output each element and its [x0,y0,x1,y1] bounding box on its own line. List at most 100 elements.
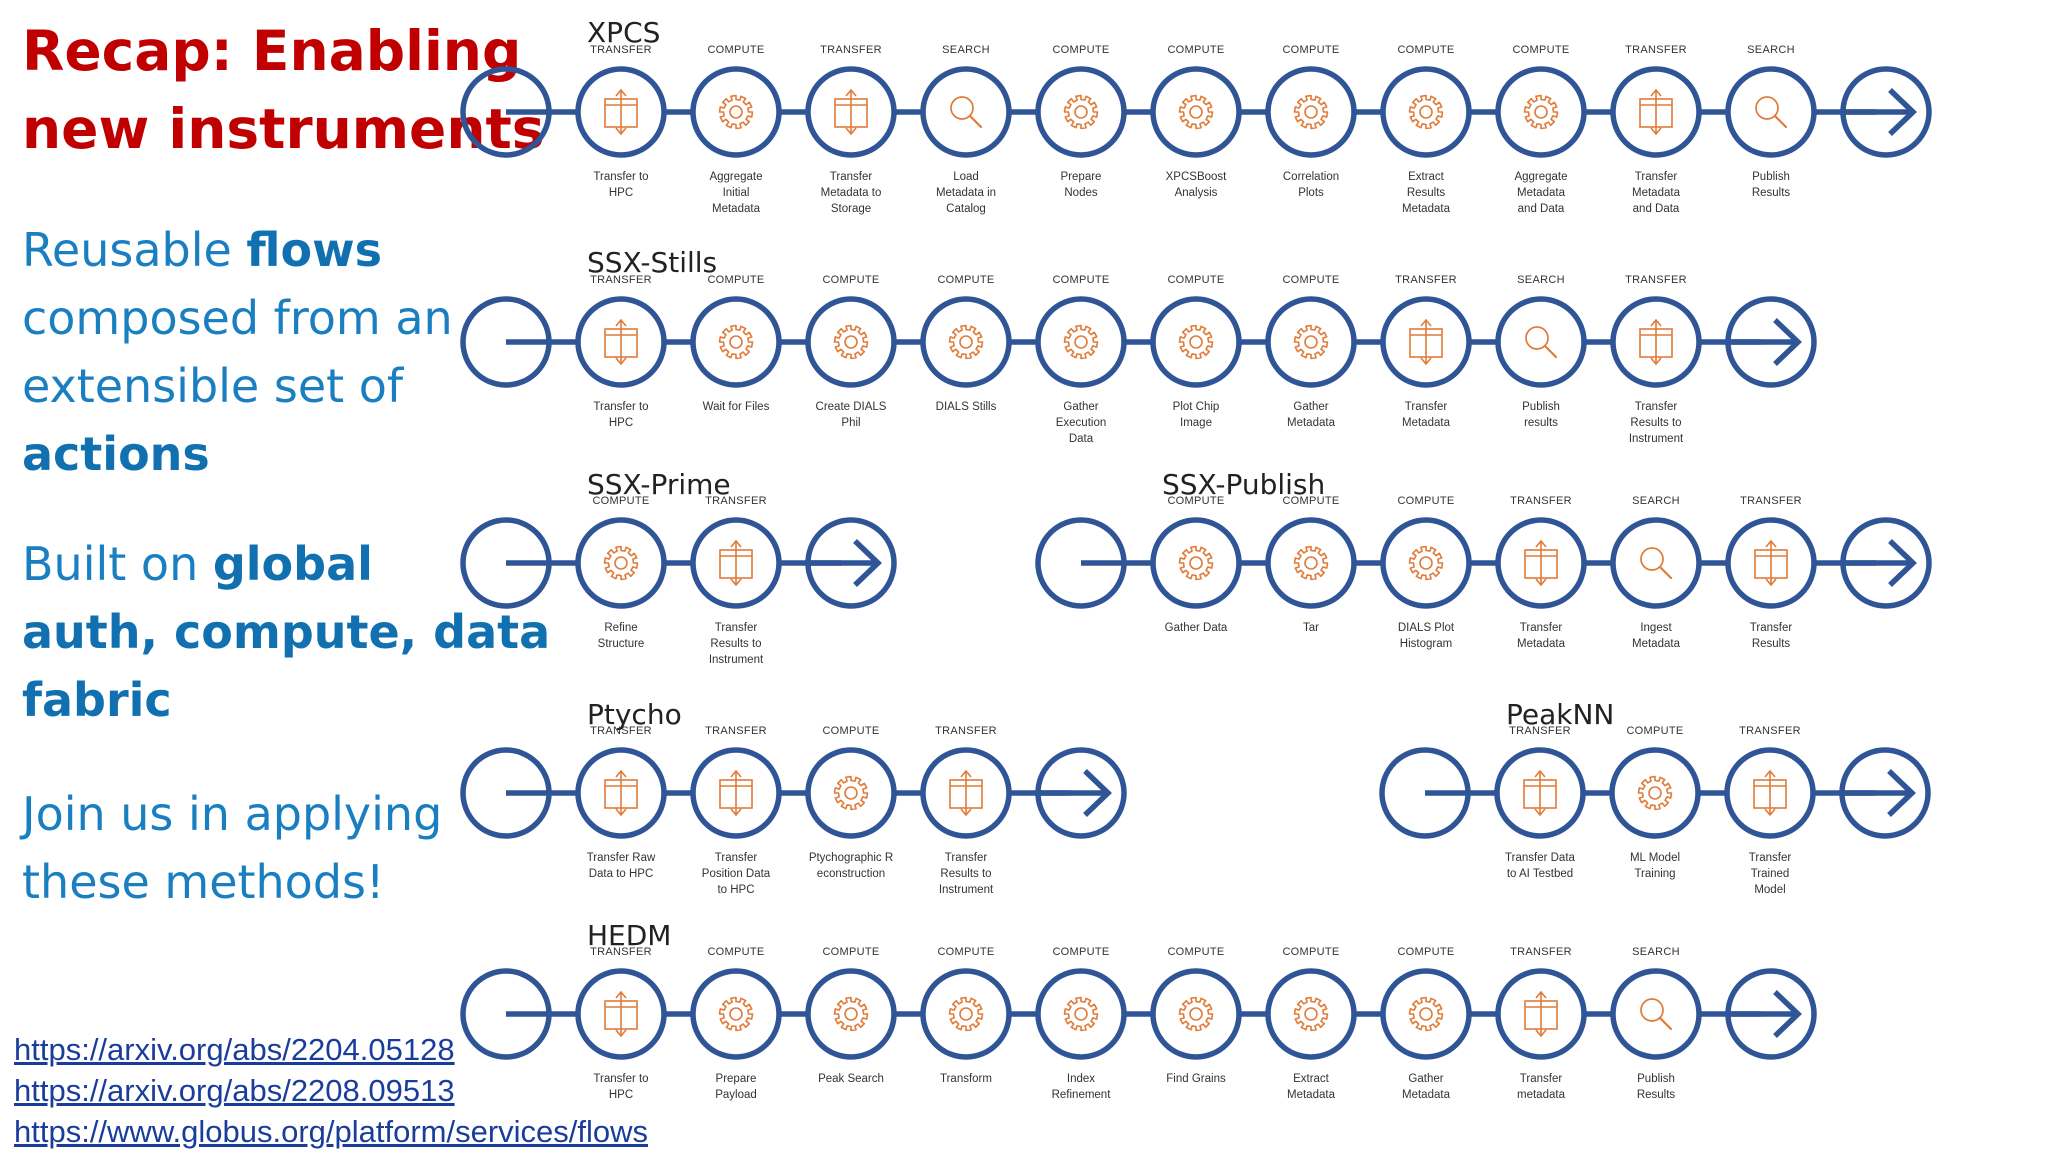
bullet-join-us: Join us in applying these methods! [22,780,442,916]
flow-step: COMPUTE Correlation Plots [1265,44,1357,199]
step-label: Transfer Raw [587,852,656,864]
step-label: to HPC [717,884,754,896]
flow-end-node [805,517,897,609]
step-node [1610,968,1702,1060]
step-label: Correlation [1283,171,1339,183]
step-label: Publish [1752,171,1790,183]
flow-step: COMPUTE ML Model Training [1609,725,1701,880]
step-label: Analysis [1175,187,1218,199]
bullet-global-fabric: Built on global auth, compute, data fabr… [22,530,550,734]
step-label: Catalog [946,203,986,215]
flow-step: TRANSFER Transfer Metadata [1495,495,1587,650]
step-node [1265,517,1357,609]
gear-icon [833,996,869,1032]
step-label: Index [1067,1073,1095,1085]
step-label: Prepare [716,1073,757,1085]
flow-name: XPCS [587,16,660,49]
step-type-label: TRANSFER [1625,274,1687,286]
step-label: Transfer [1405,401,1448,413]
title-line-2: new instruments [22,97,545,161]
step-label: Instrument [709,654,764,666]
step-label: Transfer [715,852,758,864]
step-type-label: TRANSFER [590,274,652,286]
step-label: Nodes [1064,187,1097,199]
bullet3-text-2: these methods! [22,855,385,909]
bullet-reusable-flows: Reusable flows composed from an extensib… [22,216,453,488]
step-label: Results to [940,868,991,880]
step-node [920,968,1012,1060]
step-label: Position Data [702,868,771,880]
step-label: Gather [1408,1073,1443,1085]
step-label: Transfer [715,622,758,634]
step-label: Results [1637,1089,1676,1101]
step-label: Transfer [1520,622,1563,634]
step-label: Data to HPC [589,868,654,880]
step-type-label: COMPUTE [1626,725,1683,737]
flow-name: Ptycho [587,698,682,731]
flow-step: COMPUTE Ptychographic R econstruction [805,725,897,880]
step-label: and Data [1518,203,1565,215]
step-type-label: COMPUTE [1282,495,1339,507]
step-label: Data [1069,433,1094,445]
step-label: Publish [1637,1073,1675,1085]
flow-step: COMPUTE DIALS Plot Histogram [1380,495,1472,650]
step-type-label: COMPUTE [707,946,764,958]
step-label: Transfer [830,171,873,183]
step-type-label: TRANSFER [1395,274,1457,286]
step-node [1380,968,1472,1060]
flow-step: COMPUTE Transform [920,946,1012,1085]
step-label: XPCSBoost [1166,171,1228,183]
step-label: Trained [1751,868,1790,880]
bullet1-bold-1: flows [246,223,382,277]
step-label: DIALS Plot [1398,622,1455,634]
gear-icon [1408,545,1444,581]
step-node [1150,66,1242,158]
transfer-icon [1524,990,1558,1038]
step-label: Metadata [1287,417,1336,429]
flow-step: TRANSFER Transfer Position Data to HPC [690,725,782,896]
gear-icon [1178,94,1214,130]
transfer-icon [604,318,638,366]
step-node [805,968,897,1060]
step-type-label: COMPUTE [1167,44,1224,56]
flow-step: COMPUTE Refine Structure [575,495,667,650]
flow-step: COMPUTE Prepare Payload [690,946,782,1101]
step-type-label: COMPUTE [822,274,879,286]
flow-start-node [1379,747,1471,839]
link-arxiv-2204-05128[interactable]: https://arxiv.org/abs/2204.05128 [14,1032,455,1067]
flow-step: COMPUTE Index Refinement [1035,946,1127,1101]
step-node [1495,66,1587,158]
step-type-label: COMPUTE [1052,44,1109,56]
flow-step: COMPUTE Gather Execution Data [1035,274,1127,445]
flow-end-node [1839,747,1931,839]
step-type-label: TRANSFER [820,44,882,56]
step-node [1150,296,1242,388]
step-type-label: COMPUTE [1397,946,1454,958]
search-icon [1640,547,1673,580]
step-label: Initial [723,187,750,199]
step-label: Metadata [1402,203,1451,215]
bullet1-text-3: extensible set of [22,359,404,413]
step-type-label: COMPUTE [1167,946,1224,958]
step-label: Results [1407,187,1446,199]
step-type-label: COMPUTE [822,725,879,737]
step-node [1609,747,1701,839]
step-label: Metadata [1402,417,1451,429]
flow-name: HEDM [587,919,671,952]
step-label: Training [1634,868,1675,880]
step-type-label: COMPUTE [937,946,994,958]
flow-name: SSX-Publish [1162,468,1325,501]
step-type-label: TRANSFER [935,725,997,737]
link-globus-flows[interactable]: https://www.globus.org/platform/services… [14,1114,649,1149]
step-label: Transfer [1635,171,1678,183]
step-label: HPC [609,187,633,199]
link-arxiv-2208-09513[interactable]: https://arxiv.org/abs/2208.09513 [14,1073,455,1108]
flow-step: COMPUTE Find Grains [1150,946,1242,1085]
step-type-label: TRANSFER [1625,44,1687,56]
gear-icon [833,775,869,811]
gear-icon [1293,996,1329,1032]
bullet1-text-2: composed from an [22,291,453,345]
step-label: Plot Chip [1173,401,1220,413]
transfer-icon [604,769,638,817]
flow-step: COMPUTE Aggregate Initial Metadata [690,44,782,215]
